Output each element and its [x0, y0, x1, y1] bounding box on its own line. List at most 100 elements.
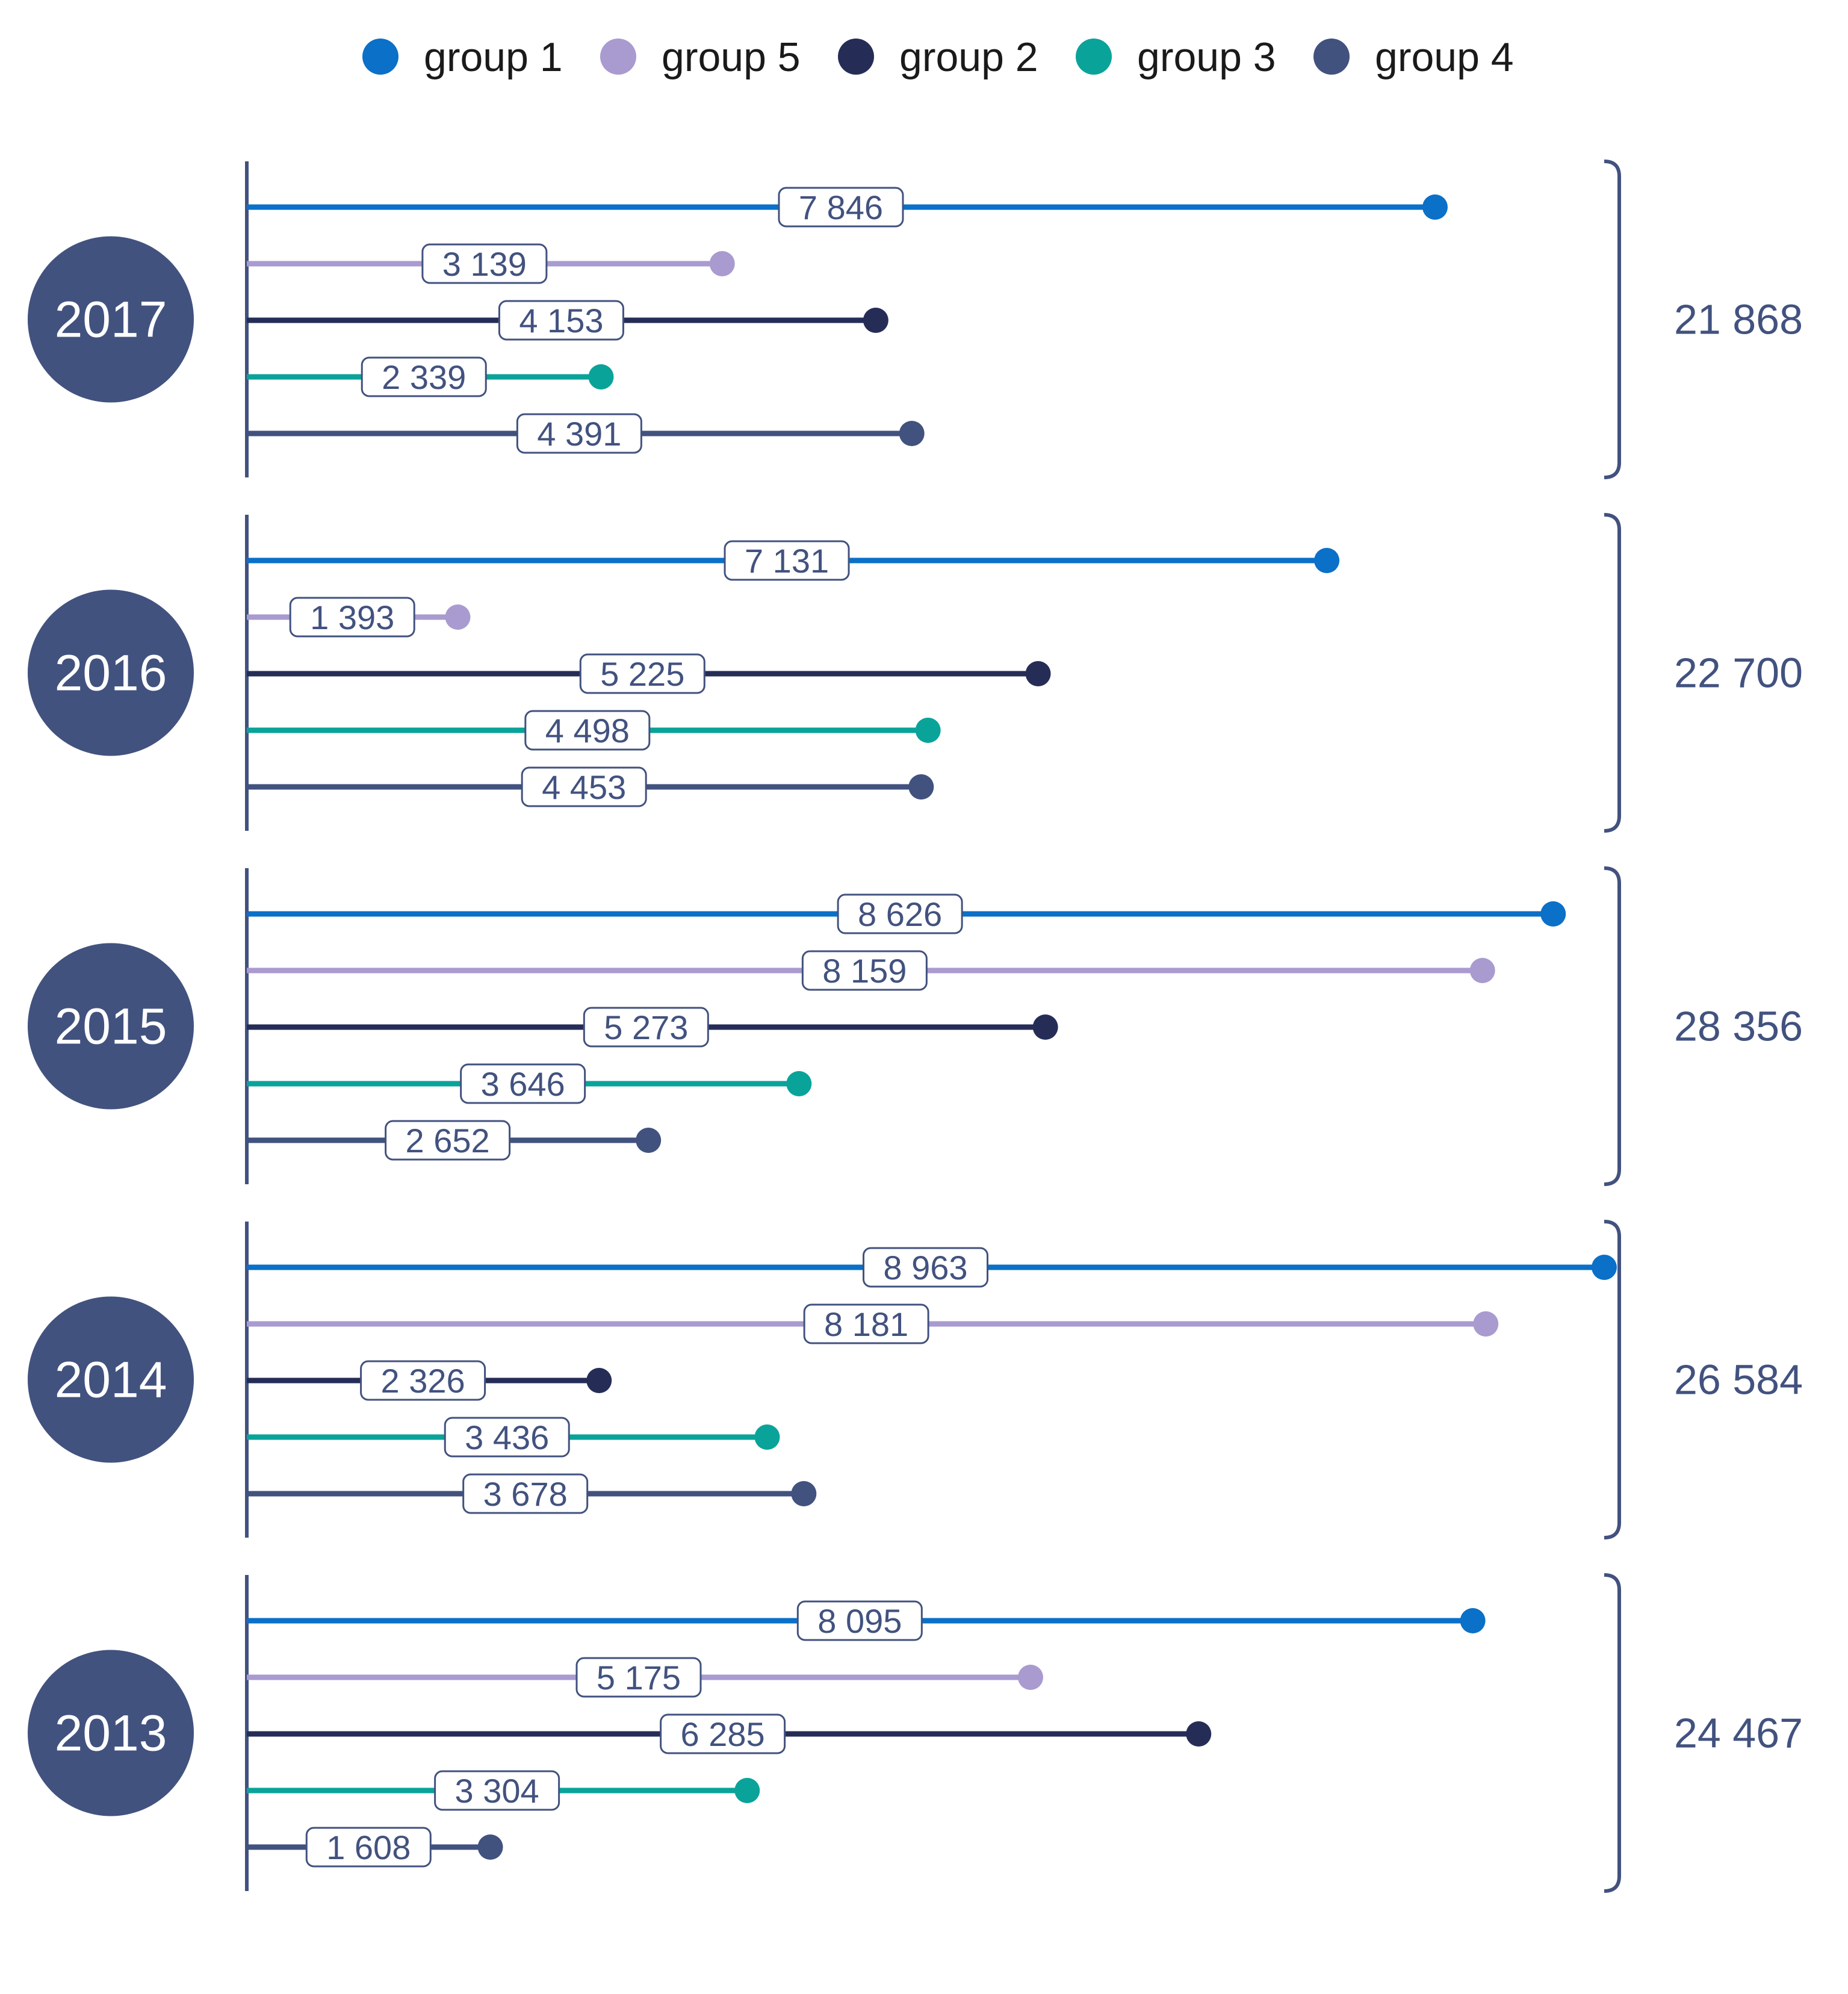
- group-total: 24 467: [1674, 1710, 1803, 1757]
- legend-marker: [362, 39, 398, 75]
- lollipop-dot: [445, 604, 471, 630]
- lollipop-2016-group-5: 1 393: [247, 597, 471, 638]
- value-label-box: [660, 1713, 786, 1754]
- year-group-2015: 2015 8 626 8 159 5 273 3 646 2 652 28 356: [28, 866, 1803, 1186]
- group-bracket: [1604, 160, 1621, 479]
- legend-marker: [600, 39, 636, 75]
- year-label: 2014: [55, 1352, 167, 1408]
- legend-item-group-2: group 2: [838, 34, 1038, 80]
- lollipop-2013-group-4: 1 608: [247, 1827, 503, 1868]
- value-label-box: [460, 1063, 586, 1104]
- value-label: 4 153: [519, 302, 603, 340]
- lollipop-2016-group-2: 5 225: [247, 653, 1051, 694]
- lollipop-dot: [863, 308, 888, 333]
- lollipop-2015-group-1: 8 626: [247, 893, 1566, 934]
- group-bracket: [1604, 1220, 1621, 1539]
- value-label: 8 181: [824, 1305, 908, 1343]
- year-label: 2013: [55, 1705, 167, 1762]
- value-label-box: [778, 187, 904, 228]
- legend-item-group-1: group 1: [362, 34, 563, 80]
- lollipop-dot: [709, 251, 735, 276]
- value-label: 5 175: [597, 1659, 681, 1697]
- value-label: 3 304: [455, 1772, 539, 1810]
- lollipop-dot: [734, 1778, 760, 1803]
- legend-marker: [1313, 39, 1350, 75]
- lollipop-dot: [1314, 548, 1340, 573]
- year-group-2014: 2014 8 963 8 181 2 326 3 436 3 678 26 584: [28, 1220, 1803, 1539]
- lollipop-dot: [1540, 901, 1566, 927]
- value-label: 4 453: [542, 768, 626, 806]
- value-label-box: [516, 413, 642, 454]
- lollipop-dot: [915, 718, 941, 743]
- value-label-box: [498, 300, 624, 341]
- lollipop-2017-group-5: 3 139: [247, 243, 735, 284]
- legend-label: group 1: [424, 34, 563, 80]
- lollipop-dot: [1469, 958, 1495, 983]
- value-label-box: [289, 597, 415, 638]
- lollipop-2014-group-4: 3 678: [247, 1473, 817, 1514]
- lollipop-dot: [1017, 1665, 1043, 1690]
- value-label: 3 646: [481, 1065, 565, 1103]
- lollipop-dot: [899, 421, 925, 446]
- lollipop-dot: [1473, 1311, 1499, 1337]
- value-label: 8 095: [817, 1602, 902, 1640]
- value-label: 7 131: [745, 542, 829, 580]
- value-label: 2 326: [381, 1362, 465, 1400]
- lollipop-2014-group-3: 3 436: [247, 1417, 780, 1458]
- value-label-box: [521, 766, 647, 807]
- value-label-box: [421, 243, 548, 284]
- value-label: 8 626: [858, 895, 942, 933]
- group-total: 28 356: [1674, 1003, 1803, 1050]
- lollipop-dot: [477, 1834, 503, 1860]
- lollipop-2013-group-3: 3 304: [247, 1770, 760, 1811]
- year-circle: [28, 236, 194, 403]
- value-label-box: [462, 1473, 589, 1514]
- lollipop-dot: [1186, 1721, 1212, 1747]
- year-circle: [28, 1650, 194, 1816]
- value-label-box: [801, 950, 928, 991]
- value-label: 5 273: [604, 1008, 688, 1046]
- year-circle: [28, 589, 194, 756]
- lollipop-2017-group-2: 4 153: [247, 300, 888, 341]
- value-label: 8 159: [822, 952, 907, 990]
- value-label: 3 678: [483, 1475, 568, 1513]
- group-bracket: [1604, 513, 1621, 833]
- lollipop-2016-group-1: 7 131: [247, 540, 1340, 581]
- year-circle: [28, 1296, 194, 1463]
- lollipop-dot: [586, 1368, 612, 1393]
- legend-label: group 4: [1375, 34, 1514, 80]
- group-bracket: [1604, 1573, 1621, 1893]
- year-circle: [28, 943, 194, 1110]
- lollipop-dot: [908, 774, 934, 800]
- lollipop-2014-group-1: 8 963: [247, 1247, 1617, 1288]
- value-label: 8 963: [883, 1249, 967, 1287]
- value-label: 2 652: [406, 1122, 490, 1160]
- legend-item-group-5: group 5: [600, 34, 801, 80]
- value-label: 1 608: [326, 1828, 411, 1866]
- year-label: 2016: [55, 645, 167, 701]
- group-total: 21 868: [1674, 296, 1803, 343]
- value-label-box: [361, 356, 487, 397]
- lollipop-2015-group-3: 3 646: [247, 1063, 812, 1104]
- legend-marker: [1076, 39, 1112, 75]
- lollipop-2017-group-4: 4 391: [247, 413, 925, 454]
- group-total: 22 700: [1674, 650, 1803, 697]
- lollipop-2014-group-2: 2 326: [247, 1360, 612, 1401]
- value-label-box: [579, 653, 705, 694]
- year-group-2017: 2017 7 846 3 139 4 153 2 339 4 391 21 868: [28, 160, 1803, 479]
- legend-label: group 2: [899, 34, 1038, 80]
- lollipop-dot: [791, 1481, 817, 1506]
- lollipop-2015-group-2: 5 273: [247, 1007, 1058, 1048]
- lollipop-2016-group-3: 4 498: [247, 710, 941, 751]
- value-label-box: [385, 1120, 511, 1161]
- lollipop-dot: [1032, 1014, 1058, 1040]
- value-label: 4 498: [545, 712, 630, 750]
- group-total: 26 584: [1674, 1356, 1803, 1403]
- value-label: 3 139: [442, 245, 527, 283]
- lollipop-dot: [588, 364, 614, 390]
- lollipop-dot: [1460, 1608, 1486, 1633]
- legend-item-group-3: group 3: [1076, 34, 1276, 80]
- legend-label: group 3: [1137, 34, 1276, 80]
- lollipop-dot: [754, 1424, 780, 1450]
